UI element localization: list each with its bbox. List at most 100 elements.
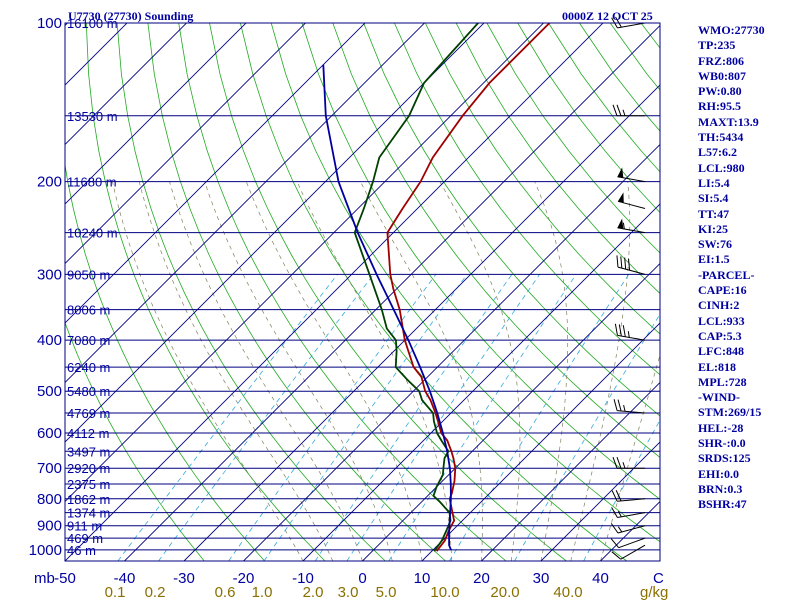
height-label: 5480 m [67,384,110,399]
index-line: SHR-:0.0 [698,436,746,451]
chart-grid [65,23,660,561]
wind-barb [612,104,645,117]
wind-barbs [610,16,646,560]
index-line: SW:76 [698,237,733,252]
index-line: MAXT:13.9 [698,114,759,129]
mixing-ratio-line [117,274,338,561]
pressure-label: 200 [37,174,62,191]
dewpoint-line [353,23,479,552]
index-line: SI:5.4 [698,191,729,206]
mixing-ratio-label: 10.0 [430,584,459,600]
height-label: 4769 m [67,406,110,421]
temp-tick-label: -30 [173,570,195,587]
wind-barb [616,255,646,275]
moist-adiabat [534,181,569,561]
dry-adiabat [486,23,660,254]
dry-adiabat [270,23,660,543]
moist-adiabat [600,353,660,561]
wind-barb [611,544,646,560]
mixing-ratio-label: 0.2 [145,584,166,600]
pressure-label: 800 [37,491,62,508]
index-line: PW:0.80 [698,84,742,99]
pressure-label: 900 [37,518,62,535]
height-label: 46 m [67,543,96,558]
dry-adiabat [209,23,567,561]
index-line: TH:5434 [698,130,744,145]
dry-adiabat [424,23,660,335]
pressure-label: 400 [37,332,62,349]
mixing-ratio-line [314,274,513,561]
wind-barb [611,507,646,519]
mixing-ratio-label: 1.0 [252,584,273,600]
height-label: 6240 m [67,360,110,375]
index-line: -PARCEL- [698,267,755,282]
height-label: 10240 m [67,226,118,241]
moist-adiabat [245,181,423,561]
temp-tick-label: 40 [592,570,609,587]
index-line: WB0:807 [698,68,746,83]
index-line: LCL:933 [698,313,745,328]
height-label: 911 m [67,519,102,534]
pressure-label: 300 [37,266,62,283]
parcel-line [322,64,452,551]
plot-frame [64,22,661,562]
index-line: RH:95.5 [698,99,741,114]
height-label: 1374 m [67,506,110,521]
sounding-profiles [322,23,551,552]
index-line: BRN:0.3 [698,481,743,496]
temp-tick-label: 0 [358,570,366,587]
index-line: SRDS:125 [698,451,751,466]
isotherm [65,23,307,265]
isotherm [540,441,660,561]
mixing-ratio-label: 40.0 [553,584,582,600]
temp-tick-label: -10 [292,570,314,587]
wind-barb [610,537,646,549]
index-line: TP:235 [698,38,736,53]
temp-tick-label: 20 [473,570,490,587]
dry-adiabat [147,23,446,561]
temp-tick-label: -20 [233,570,255,587]
pressure-label: 100 [37,15,62,32]
wind-barb [612,457,645,469]
index-line: EI:1.5 [698,252,730,267]
index-line: HEL:-28 [698,420,744,435]
height-label: 11680 m [67,175,117,190]
index-line: TT:47 [698,206,730,221]
axis-unit-mb: mb [34,570,55,587]
isotherm [65,23,426,384]
isotherm [183,84,660,561]
axis-unit-c: C [653,570,664,587]
index-line: -WIND- [698,390,740,405]
dry-adiabat [178,23,507,561]
height-label: 13530 m [67,109,118,124]
pressure-label: 1000 [29,542,62,559]
moist-adiabat [360,181,483,561]
height-label: 2375 m [67,477,110,492]
height-label: 9050 m [67,267,110,282]
temp-tick-label: 30 [533,570,550,587]
isotherm [65,23,366,324]
moist-adiabat [138,181,334,561]
mixing-ratio-line [449,274,630,561]
height-label: 7080 m [67,333,110,348]
sounding-indices-panel: WMO:27730 TP:235 FRZ:806 WB0:807 PW:0.80 RH:9… [698,23,765,513]
wind-barb [614,323,646,341]
moist-adiabat [169,181,363,561]
index-line: LFC:848 [698,344,744,359]
sounding-time: 0000Z 12 OCT 25 [562,9,653,23]
isotherm [362,262,660,561]
isotherm [481,381,660,561]
height-label: 8006 m [67,303,110,318]
index-line: MPL:728 [698,374,747,389]
moist-adiabat [112,181,304,561]
mixing-ratio-label: 2.0 [303,584,324,600]
sounding-title: U7730 (27730) Sounding [68,9,193,23]
wind-barb [613,399,646,414]
index-line: EL:818 [698,359,737,374]
mixing-ratio-label: 3.0 [338,584,359,600]
wind-barb [611,490,646,502]
temp-tick-label: 10 [414,570,431,587]
isotherm [421,322,660,561]
pressure-label: 500 [37,383,62,400]
